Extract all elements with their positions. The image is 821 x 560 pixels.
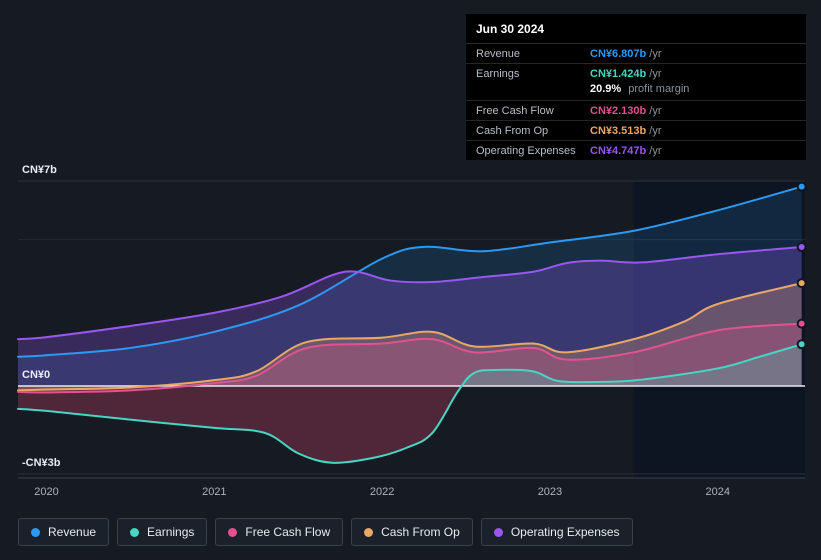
- y-axis-label: CN¥0: [22, 369, 50, 381]
- x-axis-label: 2024: [705, 486, 729, 498]
- tooltip-suffix: /yr: [649, 125, 662, 137]
- series-endpoint-dot-cash-from-op: [796, 278, 807, 289]
- chart-legend: Revenue Earnings Free Cash Flow Cash Fro…: [18, 518, 633, 546]
- tooltip-label: Earnings: [476, 68, 520, 80]
- legend-label: Revenue: [48, 525, 97, 539]
- legend-item-revenue[interactable]: Revenue: [18, 518, 110, 546]
- tooltip-suffix: /yr: [649, 145, 662, 157]
- tooltip-row-cash-from-op: Cash From Op CN¥3.513b /yr: [466, 121, 806, 141]
- x-axis-label: 2020: [34, 486, 58, 498]
- series-area-free-cash-flow: [18, 323, 802, 386]
- series-endpoint-dot-free-cash-flow: [796, 318, 807, 329]
- tooltip-label: Cash From Op: [476, 125, 549, 137]
- tooltip-value: CN¥4.747b: [590, 145, 647, 157]
- tooltip-value: CN¥1.424b: [590, 68, 647, 80]
- legend-dot-cash-from-op-icon: [364, 527, 374, 537]
- tooltip-suffix: /yr: [649, 68, 662, 80]
- series-area-operating-expenses: [18, 246, 802, 386]
- legend-item-operating-expenses[interactable]: Operating Expenses: [480, 518, 633, 546]
- tooltip-row-free-cash-flow: Free Cash Flow CN¥2.130b /yr: [466, 101, 806, 121]
- y-axis-label: -CN¥3b: [22, 457, 61, 469]
- tooltip-label: Free Cash Flow: [476, 105, 554, 117]
- series-endpoint-dot-earnings: [796, 339, 807, 350]
- legend-item-cash-from-op[interactable]: Cash From Op: [351, 518, 473, 546]
- series-endpoint-dot-operating-expenses: [796, 241, 807, 252]
- tooltip-value: CN¥2.130b: [590, 105, 647, 117]
- legend-dot-operating-expenses-icon: [493, 527, 503, 537]
- series-area-earnings: [18, 344, 802, 386]
- legend-dot-earnings-icon: [130, 527, 140, 537]
- tooltip-row-operating-expenses: Operating Expenses CN¥4.747b /yr: [466, 141, 806, 160]
- tooltip-label: Revenue: [476, 48, 521, 60]
- tooltip-label: Operating Expenses: [476, 145, 576, 157]
- profit-margin-value: 20.9%: [590, 83, 622, 95]
- x-axis-label: 2023: [538, 486, 562, 498]
- tooltip-group-earnings: Earnings CN¥1.424b /yr 20.9% profit marg…: [466, 64, 806, 101]
- series-area-negative-earnings: [18, 386, 802, 463]
- tooltip-suffix: /yr: [649, 105, 662, 117]
- chart-tooltip: Jun 30 2024 Revenue CN¥6.807b /yr Earnin…: [466, 14, 806, 160]
- legend-label: Free Cash Flow: [245, 525, 331, 539]
- series-line-revenue: [17, 185, 803, 358]
- x-axis-label: 2021: [202, 486, 226, 498]
- legend-dot-free-cash-flow-icon: [228, 527, 238, 537]
- tooltip-suffix: /yr: [649, 48, 662, 60]
- series-area-revenue: [18, 186, 802, 386]
- series-line-cash-from-op: [17, 282, 803, 392]
- tooltip-row-revenue: Revenue CN¥6.807b /yr: [466, 44, 806, 64]
- x-axis-label: 2022: [370, 486, 394, 498]
- tooltip-date: Jun 30 2024: [466, 14, 806, 44]
- legend-label: Operating Expenses: [510, 525, 620, 539]
- series-line-free-cash-flow: [17, 322, 803, 394]
- tooltip-value: CN¥6.807b: [590, 48, 647, 60]
- profit-margin-label: profit margin: [628, 83, 690, 95]
- series-area-cash-from-op: [18, 283, 802, 386]
- series-line-operating-expenses: [17, 245, 803, 341]
- legend-label: Earnings: [147, 525, 195, 539]
- y-axis-label: CN¥7b: [22, 164, 57, 176]
- tooltip-row-earnings: Earnings CN¥1.424b /yr: [466, 64, 806, 83]
- legend-item-earnings[interactable]: Earnings: [117, 518, 208, 546]
- legend-label: Cash From Op: [381, 525, 460, 539]
- legend-dot-revenue-icon: [31, 527, 40, 537]
- tooltip-value: CN¥3.513b: [590, 125, 647, 137]
- series-endpoint-dot-revenue: [796, 181, 807, 192]
- legend-item-free-cash-flow[interactable]: Free Cash Flow: [215, 518, 344, 546]
- series-line-earnings: [17, 343, 803, 464]
- tooltip-profit-margin: 20.9% profit margin: [466, 83, 806, 101]
